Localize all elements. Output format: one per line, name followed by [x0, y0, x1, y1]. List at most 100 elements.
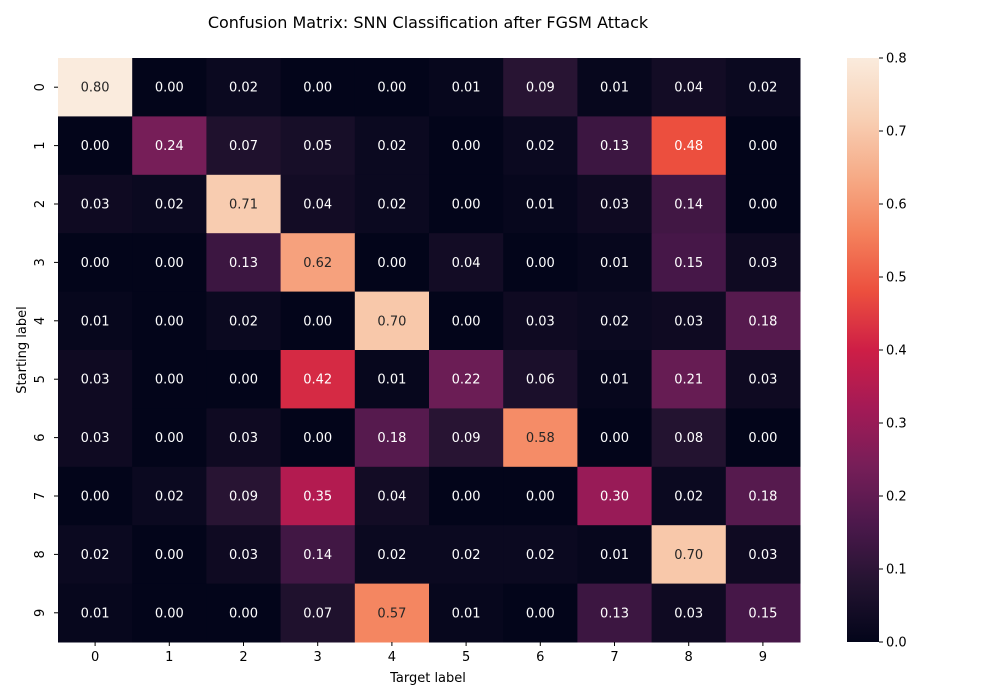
heatmap-cell	[280, 408, 356, 468]
x-tick-label: 9	[759, 650, 767, 665]
heatmap-cell	[280, 350, 356, 409]
cell-value-label: 0.02	[674, 490, 703, 505]
heatmap-cell	[132, 350, 207, 409]
heatmap-cell	[503, 116, 578, 176]
cell-value-label: 0.01	[526, 198, 555, 213]
cell-value-label: 0.18	[748, 314, 777, 329]
heatmap-cell	[429, 408, 504, 468]
cell-value-label: 0.03	[600, 198, 629, 213]
heatmap-cell	[577, 583, 653, 643]
colorbar-tick-label: 0.3	[886, 417, 907, 432]
x-axis-label: Target label	[389, 671, 466, 686]
cell-value-label: 0.04	[303, 198, 332, 213]
cell-value-label: 0.01	[600, 548, 629, 563]
heatmap-cell	[280, 233, 356, 293]
cell-value-label: 0.35	[303, 490, 332, 505]
heatmap-cell	[354, 408, 430, 468]
x-tick-label: 4	[388, 650, 396, 665]
cell-value-label: 0.14	[303, 548, 332, 563]
heatmap-cell	[354, 350, 430, 409]
cell-value-label: 0.01	[452, 606, 481, 621]
cell-value-label: 0.70	[377, 314, 406, 329]
cell-value-label: 0.00	[155, 373, 184, 388]
cell-value-label: 0.00	[155, 431, 184, 446]
cell-value-label: 0.00	[452, 198, 481, 213]
cell-value-label: 0.03	[81, 198, 110, 213]
heatmap-cell	[206, 174, 282, 234]
x-tick-label: 1	[165, 650, 173, 665]
y-tick-label: 5	[33, 375, 48, 383]
cell-value-label: 0.42	[303, 373, 332, 388]
colorbar-tick-label: 0.6	[886, 198, 907, 213]
heatmap-cell	[280, 525, 356, 585]
y-tick-label: 8	[33, 550, 48, 558]
heatmap-cell-labels: 0.80 0.00 0.02 0.00 0.00 0.01 0.09 0.01 0.04 0.02…	[81, 81, 778, 622]
cell-value-label: 0.70	[674, 548, 703, 563]
cell-value-label: 0.03	[674, 606, 703, 621]
cell-value-label: 0.71	[229, 198, 258, 213]
cell-value-label: 0.22	[452, 373, 481, 388]
heatmap-cell	[206, 350, 282, 409]
heatmap-cell	[354, 583, 430, 643]
cell-value-label: 0.03	[526, 314, 555, 329]
cell-value-label: 0.07	[303, 606, 332, 621]
heatmap-cell	[651, 350, 727, 409]
cell-value-label: 0.00	[155, 548, 184, 563]
colorbar-tick-label: 0.1	[886, 563, 907, 578]
cell-value-label: 0.15	[674, 256, 703, 271]
cell-value-label: 0.00	[748, 139, 777, 154]
cell-value-label: 0.03	[748, 548, 777, 563]
cell-value-label: 0.00	[303, 431, 332, 446]
heatmap-cell	[132, 291, 207, 351]
cell-value-label: 0.03	[81, 431, 110, 446]
cell-value-label: 0.00	[748, 431, 777, 446]
cell-value-label: 0.03	[674, 314, 703, 329]
colorbar: 0.0 0.1 0.2 0.3 0.4 0.5 0.6 0.7 0.8	[847, 52, 907, 651]
cell-value-label: 0.04	[377, 490, 406, 505]
cell-value-label: 0.01	[81, 314, 110, 329]
heatmap-cell	[725, 174, 801, 234]
heatmap-cell	[58, 583, 133, 643]
heatmap-cell	[725, 408, 801, 468]
heatmap-cell	[725, 525, 801, 585]
cell-value-label: 0.00	[526, 490, 555, 505]
cell-value-label: 0.00	[452, 139, 481, 154]
heatmap-cell	[58, 350, 133, 409]
colorbar-tick-label: 0.4	[886, 344, 907, 359]
heatmap-cell	[651, 291, 727, 351]
colorbar-gradient	[847, 58, 879, 642]
heatmap-cell	[429, 350, 504, 409]
heatmap-cell	[280, 58, 356, 117]
heatmap-cell	[58, 116, 133, 176]
cell-value-label: 0.08	[674, 431, 703, 446]
cell-value-label: 0.02	[229, 314, 258, 329]
cell-value-label: 0.02	[81, 548, 110, 563]
heatmap-cell	[651, 525, 727, 585]
heatmap-cell	[651, 466, 727, 526]
cell-value-label: 0.13	[600, 139, 629, 154]
heatmap-cell	[132, 408, 207, 468]
cell-value-label: 0.09	[229, 490, 258, 505]
heatmap-cell	[577, 350, 653, 409]
y-tick-label: 7	[33, 492, 48, 500]
heatmap-cell	[58, 466, 133, 526]
heatmap-cell	[503, 525, 578, 585]
cell-value-label: 0.02	[526, 139, 555, 154]
x-tick-label: 7	[610, 650, 618, 665]
colorbar-tick-label: 0.8	[886, 52, 907, 67]
cell-value-label: 0.02	[452, 548, 481, 563]
cell-value-label: 0.30	[600, 490, 629, 505]
heatmap-cell	[429, 174, 504, 234]
heatmap-cell	[725, 466, 801, 526]
cell-value-label: 0.00	[229, 373, 258, 388]
heatmap-cell	[577, 525, 653, 585]
heatmap-cell	[206, 291, 282, 351]
cell-value-label: 0.00	[452, 314, 481, 329]
cell-value-label: 0.01	[600, 256, 629, 271]
cell-value-label: 0.04	[674, 81, 703, 96]
heatmap-cell	[206, 583, 282, 643]
heatmap-cell	[503, 291, 578, 351]
cell-value-label: 0.00	[526, 606, 555, 621]
cell-value-label: 0.00	[377, 256, 406, 271]
cell-value-label: 0.00	[600, 431, 629, 446]
